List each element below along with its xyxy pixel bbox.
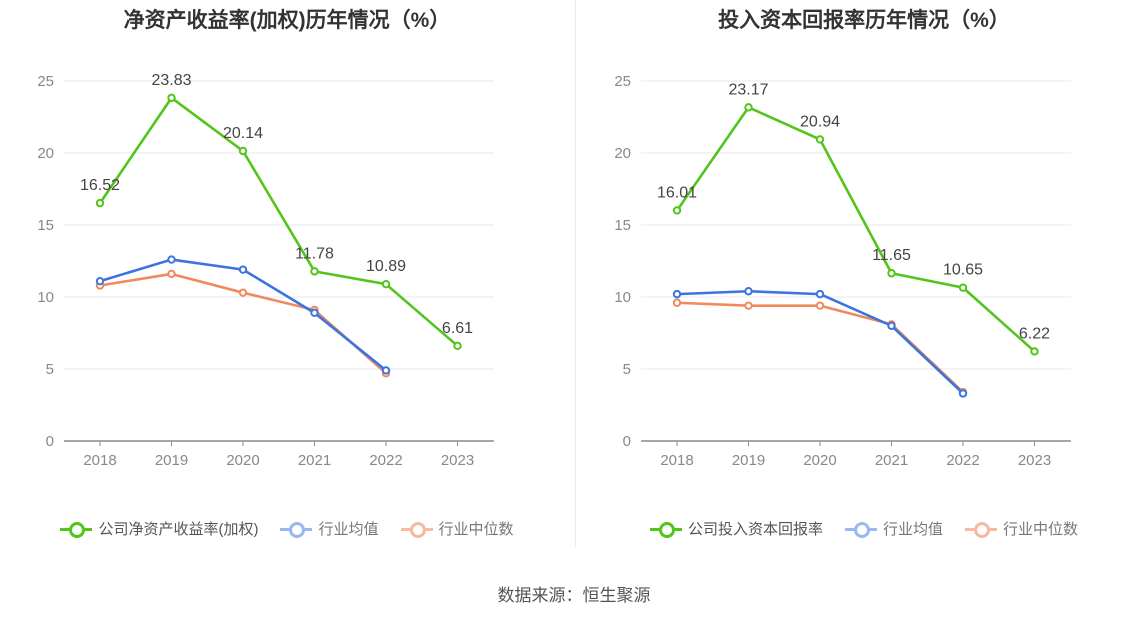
data-point bbox=[815, 135, 825, 144]
chart-title: 净资产收益率(加权)历年情况（%） bbox=[123, 9, 451, 32]
data-point bbox=[453, 341, 462, 351]
data-label: 11.78 bbox=[295, 245, 334, 262]
roe-chart-plot: 0 5 10 15 20 25 2018 2019 2020 2021 2022 2023 16.52 2… bbox=[37, 72, 494, 469]
series-line bbox=[676, 301, 964, 393]
data-label: 10.65 bbox=[943, 262, 983, 279]
y-tick-label: 5 bbox=[623, 361, 631, 378]
data-point bbox=[815, 289, 825, 299]
y-tick-label: 10 bbox=[37, 289, 54, 306]
legend-line-marker-icon bbox=[60, 519, 93, 539]
panel-divider bbox=[575, 0, 576, 548]
y-tick-label: 0 bbox=[623, 433, 631, 450]
data-point bbox=[744, 287, 753, 296]
legend-line-marker-icon bbox=[400, 519, 433, 539]
chart-legend: 公司投入资本回报率 行业均值 行业中位数 bbox=[577, 518, 1148, 539]
roic-chart-plot: 0 5 10 15 20 25 2018 2019 2020 2021 2022 2023 16.01 2… bbox=[614, 73, 1071, 469]
x-tick-label: 2021 bbox=[298, 452, 331, 469]
legend-line-marker-icon bbox=[844, 519, 877, 539]
legend-label: 行业中位数 bbox=[1003, 521, 1079, 538]
legend-item-company-roe[interactable]: 公司净资产收益率(加权) bbox=[60, 518, 258, 539]
x-tick-label: 2023 bbox=[441, 452, 474, 469]
data-point bbox=[95, 198, 105, 208]
series-line bbox=[98, 96, 459, 347]
data-label: 16.01 bbox=[657, 184, 697, 201]
data-point bbox=[167, 255, 176, 264]
data-point bbox=[672, 289, 682, 299]
x-tick-label: 2018 bbox=[83, 452, 116, 469]
data-point bbox=[887, 269, 896, 278]
data-point bbox=[167, 269, 176, 279]
legend-item-industry-median[interactable]: 行业中位数 bbox=[965, 518, 1078, 539]
legend-label: 行业均值 bbox=[882, 521, 943, 538]
data-point bbox=[238, 265, 248, 274]
legend-label: 公司净资产收益率(加权) bbox=[98, 521, 259, 538]
x-tick-label: 2019 bbox=[155, 452, 188, 469]
data-label: 6.22 bbox=[1019, 325, 1050, 342]
chart-title: 投入资本回报率历年情况（%） bbox=[718, 9, 1010, 32]
y-tick-label: 20 bbox=[37, 145, 54, 162]
legend-item-industry-mean[interactable]: 行业均值 bbox=[280, 518, 379, 539]
x-tick-label: 2021 bbox=[875, 452, 908, 469]
y-tick-label: 15 bbox=[37, 217, 54, 234]
y-tick-label: 5 bbox=[46, 361, 54, 378]
data-point bbox=[95, 276, 105, 286]
data-point bbox=[1030, 347, 1039, 356]
roe-chart-panel: 净资产收益率(加权)历年情况（%） 0 5 10 15 20 25 2018 2019 2020… bbox=[0, 0, 574, 560]
legend-line-marker-icon bbox=[649, 519, 682, 539]
x-tick-label: 2018 bbox=[660, 452, 693, 469]
data-point bbox=[958, 389, 968, 398]
legend-label: 公司投入资本回报率 bbox=[687, 521, 823, 538]
data-point bbox=[310, 267, 319, 276]
legend-item-industry-median[interactable]: 行业中位数 bbox=[400, 518, 514, 539]
data-point bbox=[672, 298, 682, 307]
data-point bbox=[744, 103, 753, 112]
data-point bbox=[744, 301, 753, 310]
y-tick-label: 25 bbox=[37, 73, 54, 90]
data-label: 11.65 bbox=[872, 247, 911, 264]
legend-line-marker-icon bbox=[965, 519, 997, 539]
legend-item-industry-mean[interactable]: 行业均值 bbox=[844, 518, 943, 539]
y-tick-label: 25 bbox=[614, 73, 631, 90]
data-point bbox=[238, 288, 248, 297]
data-point bbox=[310, 308, 319, 318]
x-tick-label: 2023 bbox=[1018, 452, 1051, 469]
series-line bbox=[675, 106, 1036, 353]
data-point bbox=[381, 366, 391, 375]
legend-item-company-roic[interactable]: 公司投入资本回报率 bbox=[649, 518, 823, 539]
data-label: 20.14 bbox=[223, 125, 263, 142]
data-source-note: 数据来源：恒生聚源 bbox=[497, 586, 651, 605]
x-tick-label: 2019 bbox=[732, 452, 765, 469]
x-tick-label: 2022 bbox=[369, 452, 402, 469]
legend-label: 行业中位数 bbox=[438, 521, 514, 538]
data-point bbox=[167, 93, 176, 103]
y-tick-label: 0 bbox=[46, 433, 54, 450]
data-label: 16.52 bbox=[80, 177, 120, 194]
data-point bbox=[672, 206, 682, 215]
y-tick-label: 20 bbox=[614, 145, 631, 162]
x-tick-label: 2020 bbox=[226, 452, 259, 469]
data-point bbox=[238, 146, 248, 156]
data-label: 6.61 bbox=[442, 320, 473, 337]
data-label: 23.17 bbox=[728, 81, 768, 98]
data-label: 23.83 bbox=[151, 72, 191, 89]
legend-line-marker-icon bbox=[280, 519, 313, 539]
y-tick-label: 10 bbox=[614, 289, 631, 306]
legend-label: 行业均值 bbox=[318, 521, 379, 538]
roic-chart-panel: 投入资本回报率历年情况（%） 0 5 10 15 20 25 2018 2019 2020 202… bbox=[577, 0, 1148, 560]
x-tick-label: 2020 bbox=[803, 452, 836, 469]
data-label: 20.94 bbox=[800, 113, 840, 130]
x-tick-label: 2022 bbox=[946, 452, 979, 469]
data-point bbox=[381, 279, 391, 289]
data-point bbox=[958, 283, 968, 292]
y-tick-label: 15 bbox=[614, 217, 631, 234]
chart-legend: 公司净资产收益率(加权) 行业均值 行业中位数 bbox=[0, 518, 574, 539]
data-point bbox=[815, 301, 825, 310]
data-label: 10.89 bbox=[366, 258, 406, 275]
data-point bbox=[887, 321, 896, 330]
